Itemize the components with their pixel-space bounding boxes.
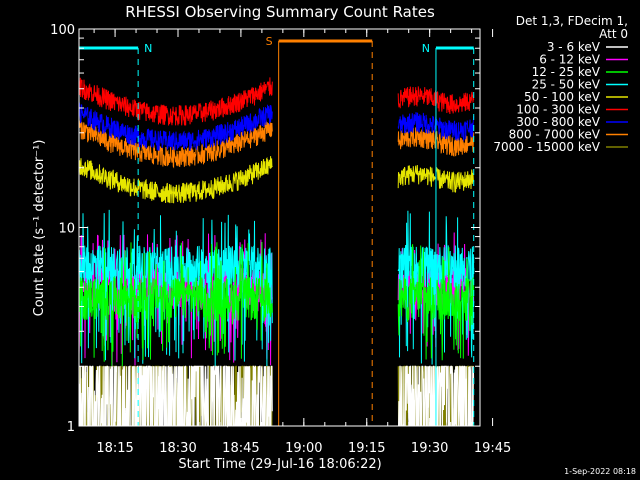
- x-axis-label: Start Time (29-Jul-16 18:06:22): [178, 457, 381, 472]
- legend-label: 7000 - 15000 keV: [493, 140, 600, 154]
- legend-header-line-2: Att 0: [599, 27, 628, 41]
- annotation-label: N: [422, 42, 430, 55]
- legend-label: 100 - 300 keV: [516, 103, 600, 117]
- x-tick-label: 19:30: [411, 441, 448, 456]
- x-axis: 18:15 18:30 18:45 19:00 19:15 19:30 19:45: [93, 29, 511, 456]
- y-axis-label: Count Rate (s⁻¹ detector⁻¹): [32, 140, 47, 317]
- series-line-50-100kev-seg1: [78, 156, 273, 204]
- x-tick-label: 19:00: [285, 441, 322, 456]
- y-tick-label: 1: [67, 420, 75, 435]
- annotation-label: N: [144, 42, 152, 55]
- x-tick-label: 19:15: [348, 441, 385, 456]
- series-line-100-300kev-seg1: [78, 77, 273, 127]
- y-axis: 1 10 100: [50, 23, 480, 435]
- y-tick-label: 10: [58, 222, 75, 237]
- annotation-n-2: N: [422, 42, 475, 426]
- plot-area: N NS: [78, 35, 475, 428]
- x-tick-label: 18:30: [159, 441, 196, 456]
- legend-label: 12 - 25 keV: [532, 65, 601, 79]
- legend-label: 25 - 50 keV: [532, 78, 601, 92]
- annotation-label: S: [266, 35, 273, 48]
- legend-label: 6 - 12 keV: [539, 53, 601, 67]
- legend-label: 50 - 100 keV: [524, 90, 601, 104]
- x-tick-label: 19:45: [474, 441, 511, 456]
- legend-label: 3 - 6 keV: [547, 40, 601, 54]
- y-tick-label: 100: [50, 23, 75, 38]
- x-tick-label: 18:15: [96, 441, 133, 456]
- legend-label: 300 - 800 keV: [516, 115, 600, 129]
- series-line-300-800kev-seg1: [78, 102, 273, 152]
- legend-label: 800 - 7000 keV: [509, 128, 601, 142]
- legend-header-line-1: Det 1,3, FDecim 1,: [516, 14, 628, 28]
- x-tick-label: 18:45: [222, 441, 259, 456]
- chart-title: RHESSI Observing Summary Count Rates: [125, 3, 435, 21]
- annotation-s-3: S: [266, 35, 373, 426]
- footer-date: 1-Sep-2022 08:18: [564, 467, 636, 476]
- series-line-800-7000kev-seg1: [78, 118, 273, 169]
- series-line-12-25kev-seg1: [78, 241, 273, 367]
